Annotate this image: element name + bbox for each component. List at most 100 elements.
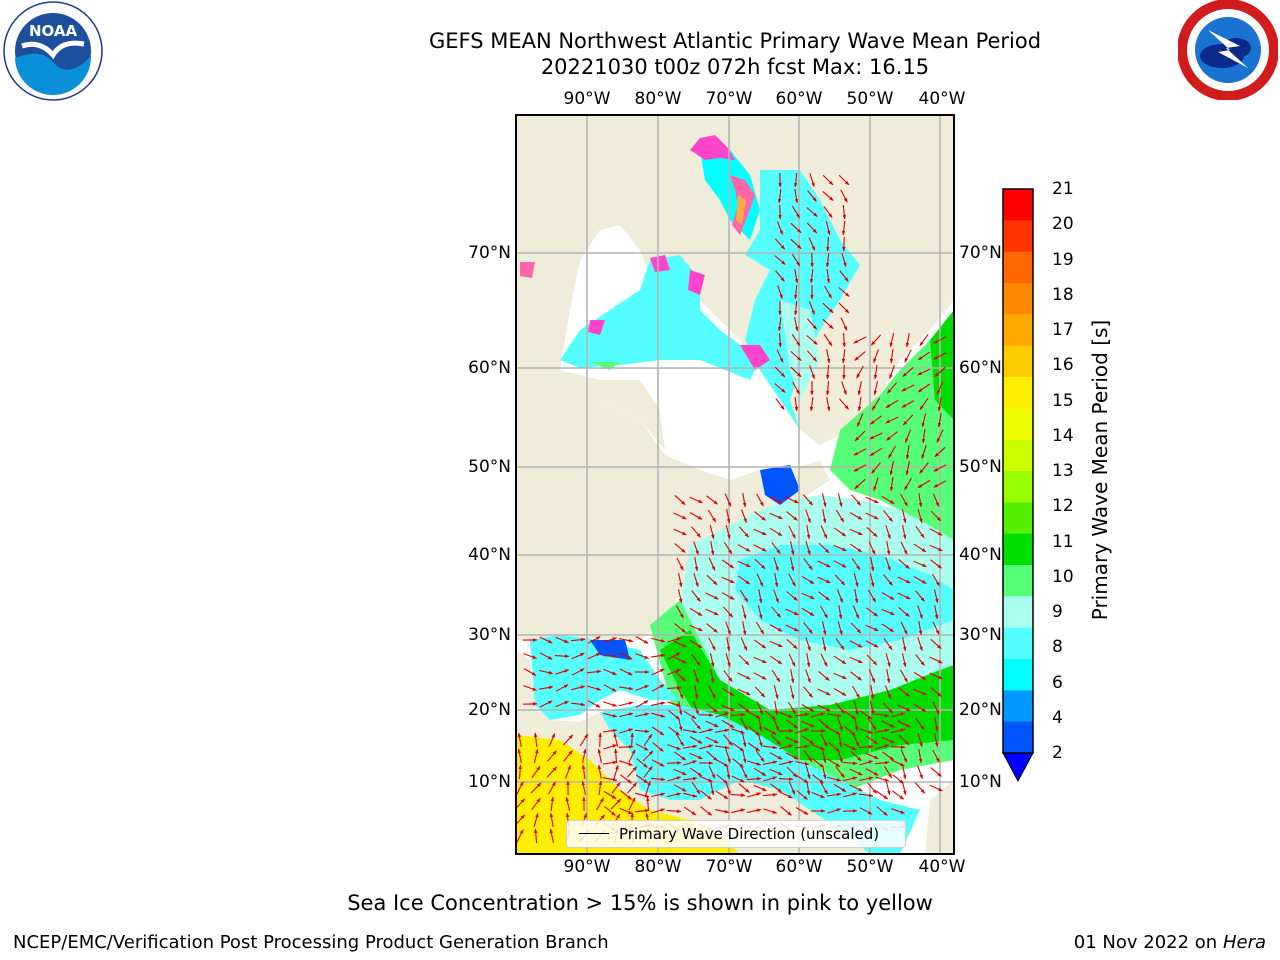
wave-arrow: [865, 624, 879, 632]
wave-arrow: [523, 668, 537, 676]
wave-arrow: [809, 365, 815, 380]
colorbar-swatch: [1003, 408, 1033, 441]
wave-arrow: [806, 335, 818, 345]
wave-arrow: [790, 668, 795, 684]
wave-arrow: [875, 790, 889, 800]
wave-arrow: [731, 808, 746, 814]
wave-arrow: [652, 742, 664, 752]
wave-arrow: [793, 300, 798, 316]
wave-arrow: [787, 701, 797, 715]
wave-arrow: [795, 774, 809, 784]
wave-arrow: [667, 701, 682, 707]
wave-arrow: [699, 728, 714, 734]
wave-arrow: [731, 728, 746, 734]
wave-arrow: [805, 541, 811, 556]
wave-arrow: [825, 252, 830, 268]
wave-arrow: [794, 316, 799, 332]
wave-arrow: [849, 784, 863, 792]
wave-arrow: [531, 765, 541, 779]
wave-arrow: [821, 621, 827, 636]
wave-arrow: [598, 780, 603, 795]
lon-tick-top: 70°W: [705, 89, 753, 109]
wave-arrow: [555, 669, 570, 675]
wave-arrow: [674, 623, 686, 633]
wave-arrow: [705, 592, 719, 600]
wave-arrow: [827, 713, 842, 718]
wave-arrow: [865, 752, 879, 760]
wave-arrow: [678, 572, 683, 588]
wave-arrow: [900, 749, 908, 763]
colorbar-tick: 12: [1052, 496, 1074, 517]
wave-arrow: [676, 605, 684, 619]
wave-arrow: [929, 672, 943, 680]
wave-arrow: [840, 189, 848, 203]
wave-arrow: [838, 605, 843, 620]
wave-arrow: [710, 780, 715, 796]
wave-arrow: [833, 688, 847, 696]
wave-arrow: [859, 710, 873, 720]
wave-arrow: [811, 712, 826, 718]
wave-arrow: [642, 750, 654, 762]
wave-arrow: [913, 560, 927, 568]
wave-arrow: [822, 174, 834, 186]
wave-arrow: [833, 527, 847, 537]
wave-arrow: [809, 173, 815, 188]
wave-arrow: [737, 575, 751, 585]
wave-arrow: [801, 704, 815, 712]
wave-arrow: [757, 605, 763, 620]
wave-arrow: [673, 512, 687, 520]
wave-arrow: [795, 760, 810, 766]
lon-tick-bottom: 50°W: [846, 857, 894, 877]
wave-arrow: [611, 782, 621, 794]
wave-arrow: [651, 668, 665, 676]
wave-arrow: [742, 620, 747, 636]
wave-arrow: [842, 761, 858, 765]
wave-arrow: [866, 607, 878, 617]
lat-tick-left: 20°N: [468, 700, 511, 720]
colorbar-tick: 4: [1052, 707, 1063, 728]
wave-arrow: [587, 636, 601, 644]
wave-arrow: [902, 366, 914, 378]
wave-arrow: [754, 686, 766, 698]
wave-arrow: [818, 670, 830, 682]
wave-arrow: [843, 710, 857, 720]
wave-arrow: [918, 749, 923, 764]
wave-arrow: [689, 607, 703, 617]
wave-arrow: [619, 686, 634, 691]
wave-arrow: [683, 776, 698, 781]
wave-arrow: [788, 573, 796, 587]
wave-arrow: [517, 732, 522, 748]
wave-arrow: [865, 768, 879, 776]
wave-arrow: [738, 654, 750, 666]
wave-arrow: [634, 808, 650, 813]
colorbar-label: Primary Wave Mean Period [s]: [1088, 319, 1112, 621]
wave-arrow: [859, 728, 874, 734]
wave-arrow: [724, 493, 732, 507]
wave-arrow: [581, 764, 586, 779]
wave-arrow: [613, 764, 619, 779]
wave-arrow: [738, 526, 750, 538]
wave-arrow: [603, 712, 618, 718]
wave-arrow: [937, 413, 942, 428]
wave-arrow: [820, 781, 828, 795]
wave-arrow: [676, 557, 684, 571]
wave-arrow: [651, 726, 665, 736]
wave-arrow: [933, 352, 947, 360]
colorbar-swatch: [1003, 220, 1033, 253]
wave-arrow: [849, 512, 863, 520]
wave-arrow: [929, 528, 943, 536]
wave-arrow: [562, 734, 574, 746]
wave-arrow: [876, 806, 888, 816]
wave-arrow: [842, 236, 846, 252]
wave-arrow: [667, 652, 681, 660]
colorbar-tick: 15: [1052, 390, 1074, 411]
footer-machine: Hera: [1222, 932, 1266, 953]
wave-arrow: [603, 637, 618, 643]
colorbar-swatch: [1003, 345, 1033, 378]
wave-arrow: [598, 732, 602, 748]
wave-arrow: [668, 726, 680, 736]
wave-arrow: [802, 494, 814, 506]
wave-arrow: [931, 573, 941, 587]
wave-arrow: [673, 656, 687, 664]
wave-arrow: [900, 541, 908, 555]
